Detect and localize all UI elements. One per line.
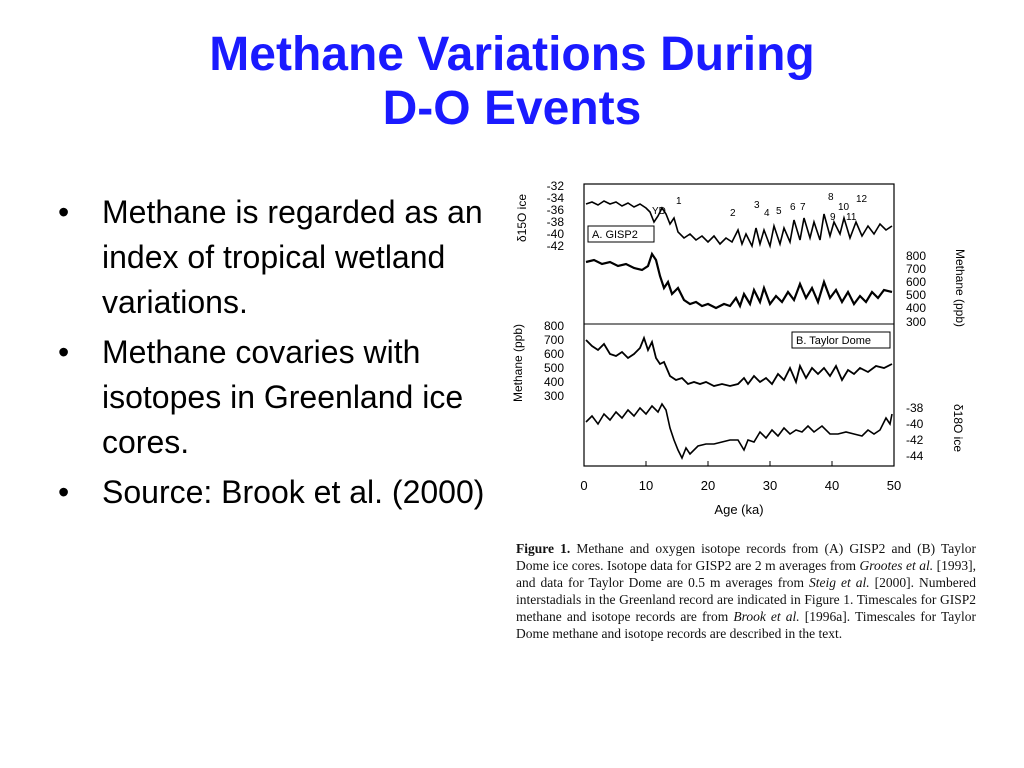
panel-a-box bbox=[587, 225, 655, 243]
axis-tick: 300 bbox=[906, 315, 926, 329]
axis-tick: 500 bbox=[906, 288, 926, 302]
interstadial-number: 12 bbox=[856, 194, 868, 205]
plot-frame bbox=[583, 183, 895, 467]
axis-tick: 400 bbox=[906, 301, 926, 315]
interstadial-number: 8 bbox=[828, 192, 834, 203]
interstadial-number: 3 bbox=[754, 200, 760, 211]
axis-tick: -42 bbox=[547, 239, 565, 253]
right-methane-axis: 800 700 600 500 400 300 Methane (ppb) bbox=[906, 249, 967, 329]
axis-tick: -32 bbox=[547, 179, 565, 193]
x-tick: 40 bbox=[825, 478, 839, 493]
bullet-icon: • bbox=[58, 334, 70, 370]
axis-tick: -36 bbox=[547, 203, 565, 217]
interstadial-labels: 1 2 3 4 5 6 7 8 9 10 11 12 bbox=[676, 192, 868, 223]
x-tick-marks bbox=[645, 461, 833, 466]
title-line-2: D-O Events bbox=[382, 82, 642, 135]
x-axis-label: Age (ka) bbox=[714, 502, 763, 517]
interstadial-number: 2 bbox=[730, 208, 736, 219]
interstadial-number: 7 bbox=[800, 202, 806, 213]
caption-reference: Grootes et al. bbox=[859, 558, 934, 573]
bottom-right-axis: -38 -40 -42 -44 δ18O ice bbox=[906, 401, 965, 463]
yd-label: YD bbox=[652, 206, 666, 217]
gisp2-isotope-curve bbox=[585, 200, 893, 249]
x-tick: 30 bbox=[763, 478, 777, 493]
axis-tick: -44 bbox=[906, 449, 924, 463]
axis-tick: -38 bbox=[547, 215, 565, 229]
axis-tick: 500 bbox=[544, 361, 564, 375]
caption-text: [1993], and data for Taylor Dome are 0.5… bbox=[516, 558, 976, 590]
figure-caption: Figure 1. Methane and oxygen isotope rec… bbox=[516, 540, 976, 642]
axis-tick: -40 bbox=[906, 417, 924, 431]
x-tick: 20 bbox=[701, 478, 715, 493]
axis-label: Methane (ppb) bbox=[511, 324, 525, 402]
figure-svg: -32 -34 -36 -38 -40 -42 δ15O ice 800 700… bbox=[511, 179, 967, 517]
caption-text: [1996a]. Timescales for Taylor Dome meth… bbox=[516, 609, 976, 641]
interstadial-number: 1 bbox=[676, 196, 682, 207]
bullet-icon: • bbox=[58, 194, 70, 230]
panel-b-label: B. Taylor Dome bbox=[796, 335, 871, 347]
x-axis: 0 10 20 30 40 50 Age (ka) bbox=[580, 478, 901, 517]
bullet-icon: • bbox=[58, 474, 70, 510]
axis-tick: 300 bbox=[544, 389, 564, 403]
gisp2-methane-curve bbox=[585, 251, 893, 310]
bullet-item: • Source: Brook et al. (2000) bbox=[58, 470, 498, 515]
panel-a-label: A. GISP2 bbox=[592, 229, 638, 241]
bullet-text: Methane is regarded as an index of tropi… bbox=[102, 194, 483, 320]
top-left-axis: -32 -34 -36 -38 -40 -42 δ15O ice bbox=[515, 179, 564, 253]
axis-tick: -34 bbox=[547, 191, 565, 205]
interstadial-number: 6 bbox=[790, 202, 796, 213]
caption-reference: Brook et al. bbox=[733, 609, 800, 624]
axis-tick: 600 bbox=[906, 275, 926, 289]
interstadial-number: 4 bbox=[764, 208, 770, 219]
axis-tick: 400 bbox=[544, 375, 564, 389]
axis-tick: -40 bbox=[547, 227, 565, 241]
title-line-1: Methane Variations During bbox=[209, 28, 815, 81]
caption-reference: Steig et al. bbox=[808, 575, 870, 590]
axis-tick: 700 bbox=[906, 262, 926, 276]
interstadial-number: 5 bbox=[776, 206, 782, 217]
caption-text: [2000]. Numbered interstadials in the Gr… bbox=[516, 575, 976, 624]
bullet-text: Source: Brook et al. (2000) bbox=[102, 474, 485, 510]
axis-tick: 800 bbox=[544, 319, 564, 333]
left-methane-axis: 800 700 600 500 400 300 Methane (ppb) bbox=[511, 319, 564, 403]
axis-label: Methane (ppb) bbox=[953, 249, 967, 327]
x-tick: 10 bbox=[639, 478, 653, 493]
slide-title: Methane Variations During D-O Events bbox=[0, 28, 1024, 136]
axis-label: δ18O ice bbox=[951, 404, 965, 452]
panel-b-box bbox=[791, 331, 891, 349]
axis-tick: 800 bbox=[906, 249, 926, 263]
axis-tick: -42 bbox=[906, 433, 924, 447]
bullet-list: • Methane is regarded as an index of tro… bbox=[58, 190, 498, 520]
taylor-isotope-curve bbox=[585, 402, 893, 460]
interstadial-number: 11 bbox=[846, 212, 857, 223]
taylor-methane-curve bbox=[585, 335, 893, 387]
caption-fig-label: Figure 1. bbox=[516, 541, 571, 556]
axis-tick: 700 bbox=[544, 333, 564, 347]
bullet-item: • Methane covaries with isotopes in Gree… bbox=[58, 330, 498, 465]
interstadial-number: 10 bbox=[838, 202, 850, 213]
interstadial-number: 9 bbox=[830, 212, 836, 223]
x-tick: 50 bbox=[887, 478, 901, 493]
axis-tick: -38 bbox=[906, 401, 924, 415]
x-tick: 0 bbox=[580, 478, 587, 493]
axis-label: δ15O ice bbox=[515, 194, 529, 242]
caption-text: Methane and oxygen isotope records from … bbox=[516, 541, 977, 573]
bullet-item: • Methane is regarded as an index of tro… bbox=[58, 190, 498, 325]
axis-tick: 600 bbox=[544, 347, 564, 361]
figure-image: -32 -34 -36 -38 -40 -42 δ15O ice 800 700… bbox=[508, 178, 978, 533]
bullet-text: Methane covaries with isotopes in Greenl… bbox=[102, 334, 464, 460]
